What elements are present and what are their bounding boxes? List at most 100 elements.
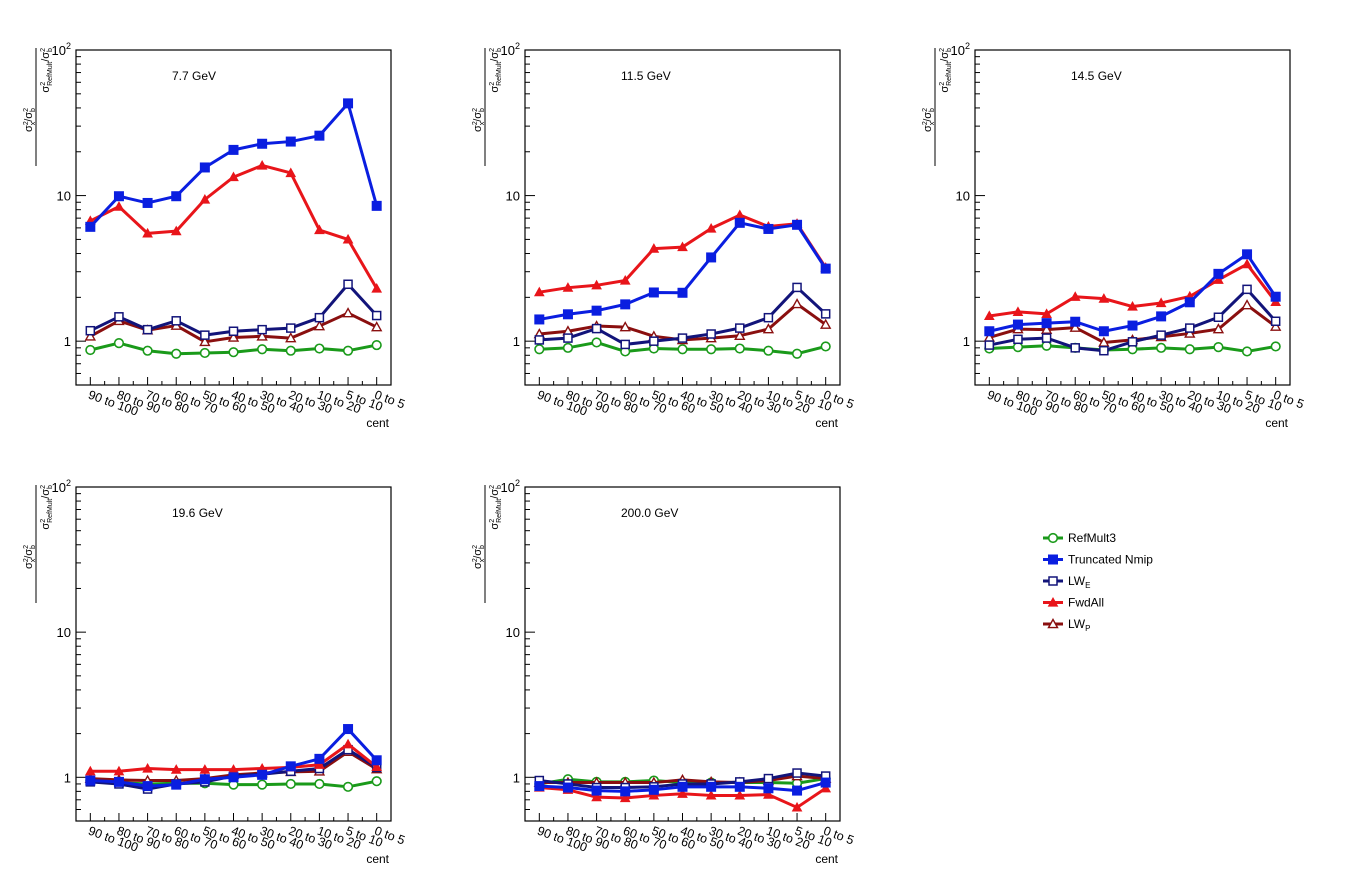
data-point — [142, 345, 153, 356]
data-point — [1212, 323, 1225, 334]
data-point — [648, 287, 659, 298]
x-axis-title: cent — [815, 852, 838, 866]
data-point — [171, 191, 182, 202]
data-point — [285, 167, 297, 178]
data-point — [648, 789, 660, 800]
data-point — [1040, 323, 1053, 334]
data-point — [371, 310, 382, 321]
data-point — [706, 781, 717, 792]
data-point — [114, 312, 124, 322]
data-point — [983, 310, 995, 321]
data-point — [562, 782, 573, 793]
data-point — [677, 287, 688, 298]
legend-item: FwdAll — [1043, 596, 1104, 610]
legend-item: Truncated Nmip — [1043, 553, 1153, 567]
data-point — [342, 781, 354, 792]
data-point — [85, 775, 96, 786]
data-point — [199, 335, 211, 347]
svg-text:σ2RefMult/σ2b: σ2RefMult/σ2b — [489, 485, 503, 530]
y-tick-label: 10 — [506, 189, 520, 204]
legend-marker — [1047, 596, 1059, 607]
data-point — [648, 784, 659, 795]
data-point — [534, 335, 545, 345]
svg-text:σ2RefMult/σ2b: σ2RefMult/σ2b — [40, 485, 54, 530]
data-point — [734, 329, 746, 341]
y-tick-label: 102 — [951, 41, 970, 58]
data-point — [763, 312, 774, 323]
svg-text:σ2x/σ2b: σ2x/σ2b — [472, 545, 486, 569]
y-tick-label: 10 — [956, 189, 970, 204]
data-point — [562, 309, 573, 320]
series-lw_e — [534, 282, 831, 350]
data-point — [142, 781, 153, 792]
series-refmult3 — [534, 337, 831, 359]
svg-text:σ2x/σ2b: σ2x/σ2b — [23, 545, 37, 569]
svg-text:σ2x/σ2b: σ2x/σ2b — [472, 108, 486, 132]
data-point — [285, 332, 297, 343]
x-axis-title: cent — [366, 852, 389, 866]
data-point — [199, 764, 211, 774]
y-axis-title: σ2x/σ2b σ2RefMult/σ2b — [23, 485, 54, 603]
data-point — [1184, 297, 1195, 308]
data-point — [1127, 320, 1138, 331]
svg-text:σ2RefMult/σ2b: σ2RefMult/σ2b — [939, 48, 953, 93]
data-point — [734, 209, 746, 220]
data-point — [142, 227, 153, 238]
legend-label: LWE — [1068, 574, 1090, 590]
y-axis-title: σ2x/σ2b σ2RefMult/σ2b — [472, 485, 503, 603]
data-point — [142, 197, 153, 208]
data-point — [1156, 311, 1167, 322]
data-point — [820, 782, 832, 793]
data-point — [734, 789, 746, 800]
data-point — [791, 801, 803, 812]
data-point — [534, 781, 545, 792]
data-point — [734, 217, 745, 228]
y-tick-label: 1 — [513, 770, 520, 785]
legend-label: Truncated Nmip — [1068, 553, 1153, 567]
data-point — [677, 788, 688, 798]
data-point — [314, 130, 325, 141]
data-point — [1156, 342, 1167, 353]
data-point — [792, 768, 802, 778]
data-point — [1242, 249, 1253, 260]
data-point — [286, 323, 296, 333]
legend-label: RefMult3 — [1068, 531, 1116, 545]
data-point — [792, 282, 802, 293]
data-point — [762, 323, 775, 334]
svg-text:σ2x/σ2b: σ2x/σ2b — [23, 108, 37, 132]
data-point — [705, 222, 717, 233]
y-axis-title: σ2x/σ2b σ2RefMult/σ2b — [922, 48, 953, 166]
data-point — [314, 343, 325, 354]
legend-marker — [1047, 532, 1059, 544]
legend-marker — [1048, 576, 1058, 586]
data-point — [763, 223, 774, 234]
svg-text:σ2RefMult/σ2b: σ2RefMult/σ2b — [40, 48, 54, 93]
data-point — [620, 339, 630, 350]
data-point — [199, 347, 210, 359]
series-fwdall — [983, 258, 1282, 321]
data-point — [257, 769, 268, 780]
data-point — [342, 233, 354, 244]
data-point — [706, 329, 716, 339]
y-tick-label: 10 — [57, 189, 71, 204]
series-truncated-nmip — [85, 724, 382, 792]
series-line — [539, 221, 827, 321]
data-point — [763, 783, 774, 794]
data-point — [228, 347, 239, 358]
data-point — [170, 764, 182, 774]
y-tick-label: 1 — [513, 334, 520, 349]
data-point — [1098, 326, 1109, 337]
data-point — [314, 312, 325, 323]
data-point — [314, 753, 325, 764]
data-point — [285, 778, 296, 790]
data-point — [1041, 333, 1052, 343]
data-point — [171, 348, 182, 359]
panel-title: 14.5 GeV — [1071, 69, 1122, 83]
data-point — [591, 305, 602, 316]
data-point — [1213, 342, 1224, 353]
data-point — [1270, 291, 1281, 302]
data-point — [984, 340, 995, 350]
